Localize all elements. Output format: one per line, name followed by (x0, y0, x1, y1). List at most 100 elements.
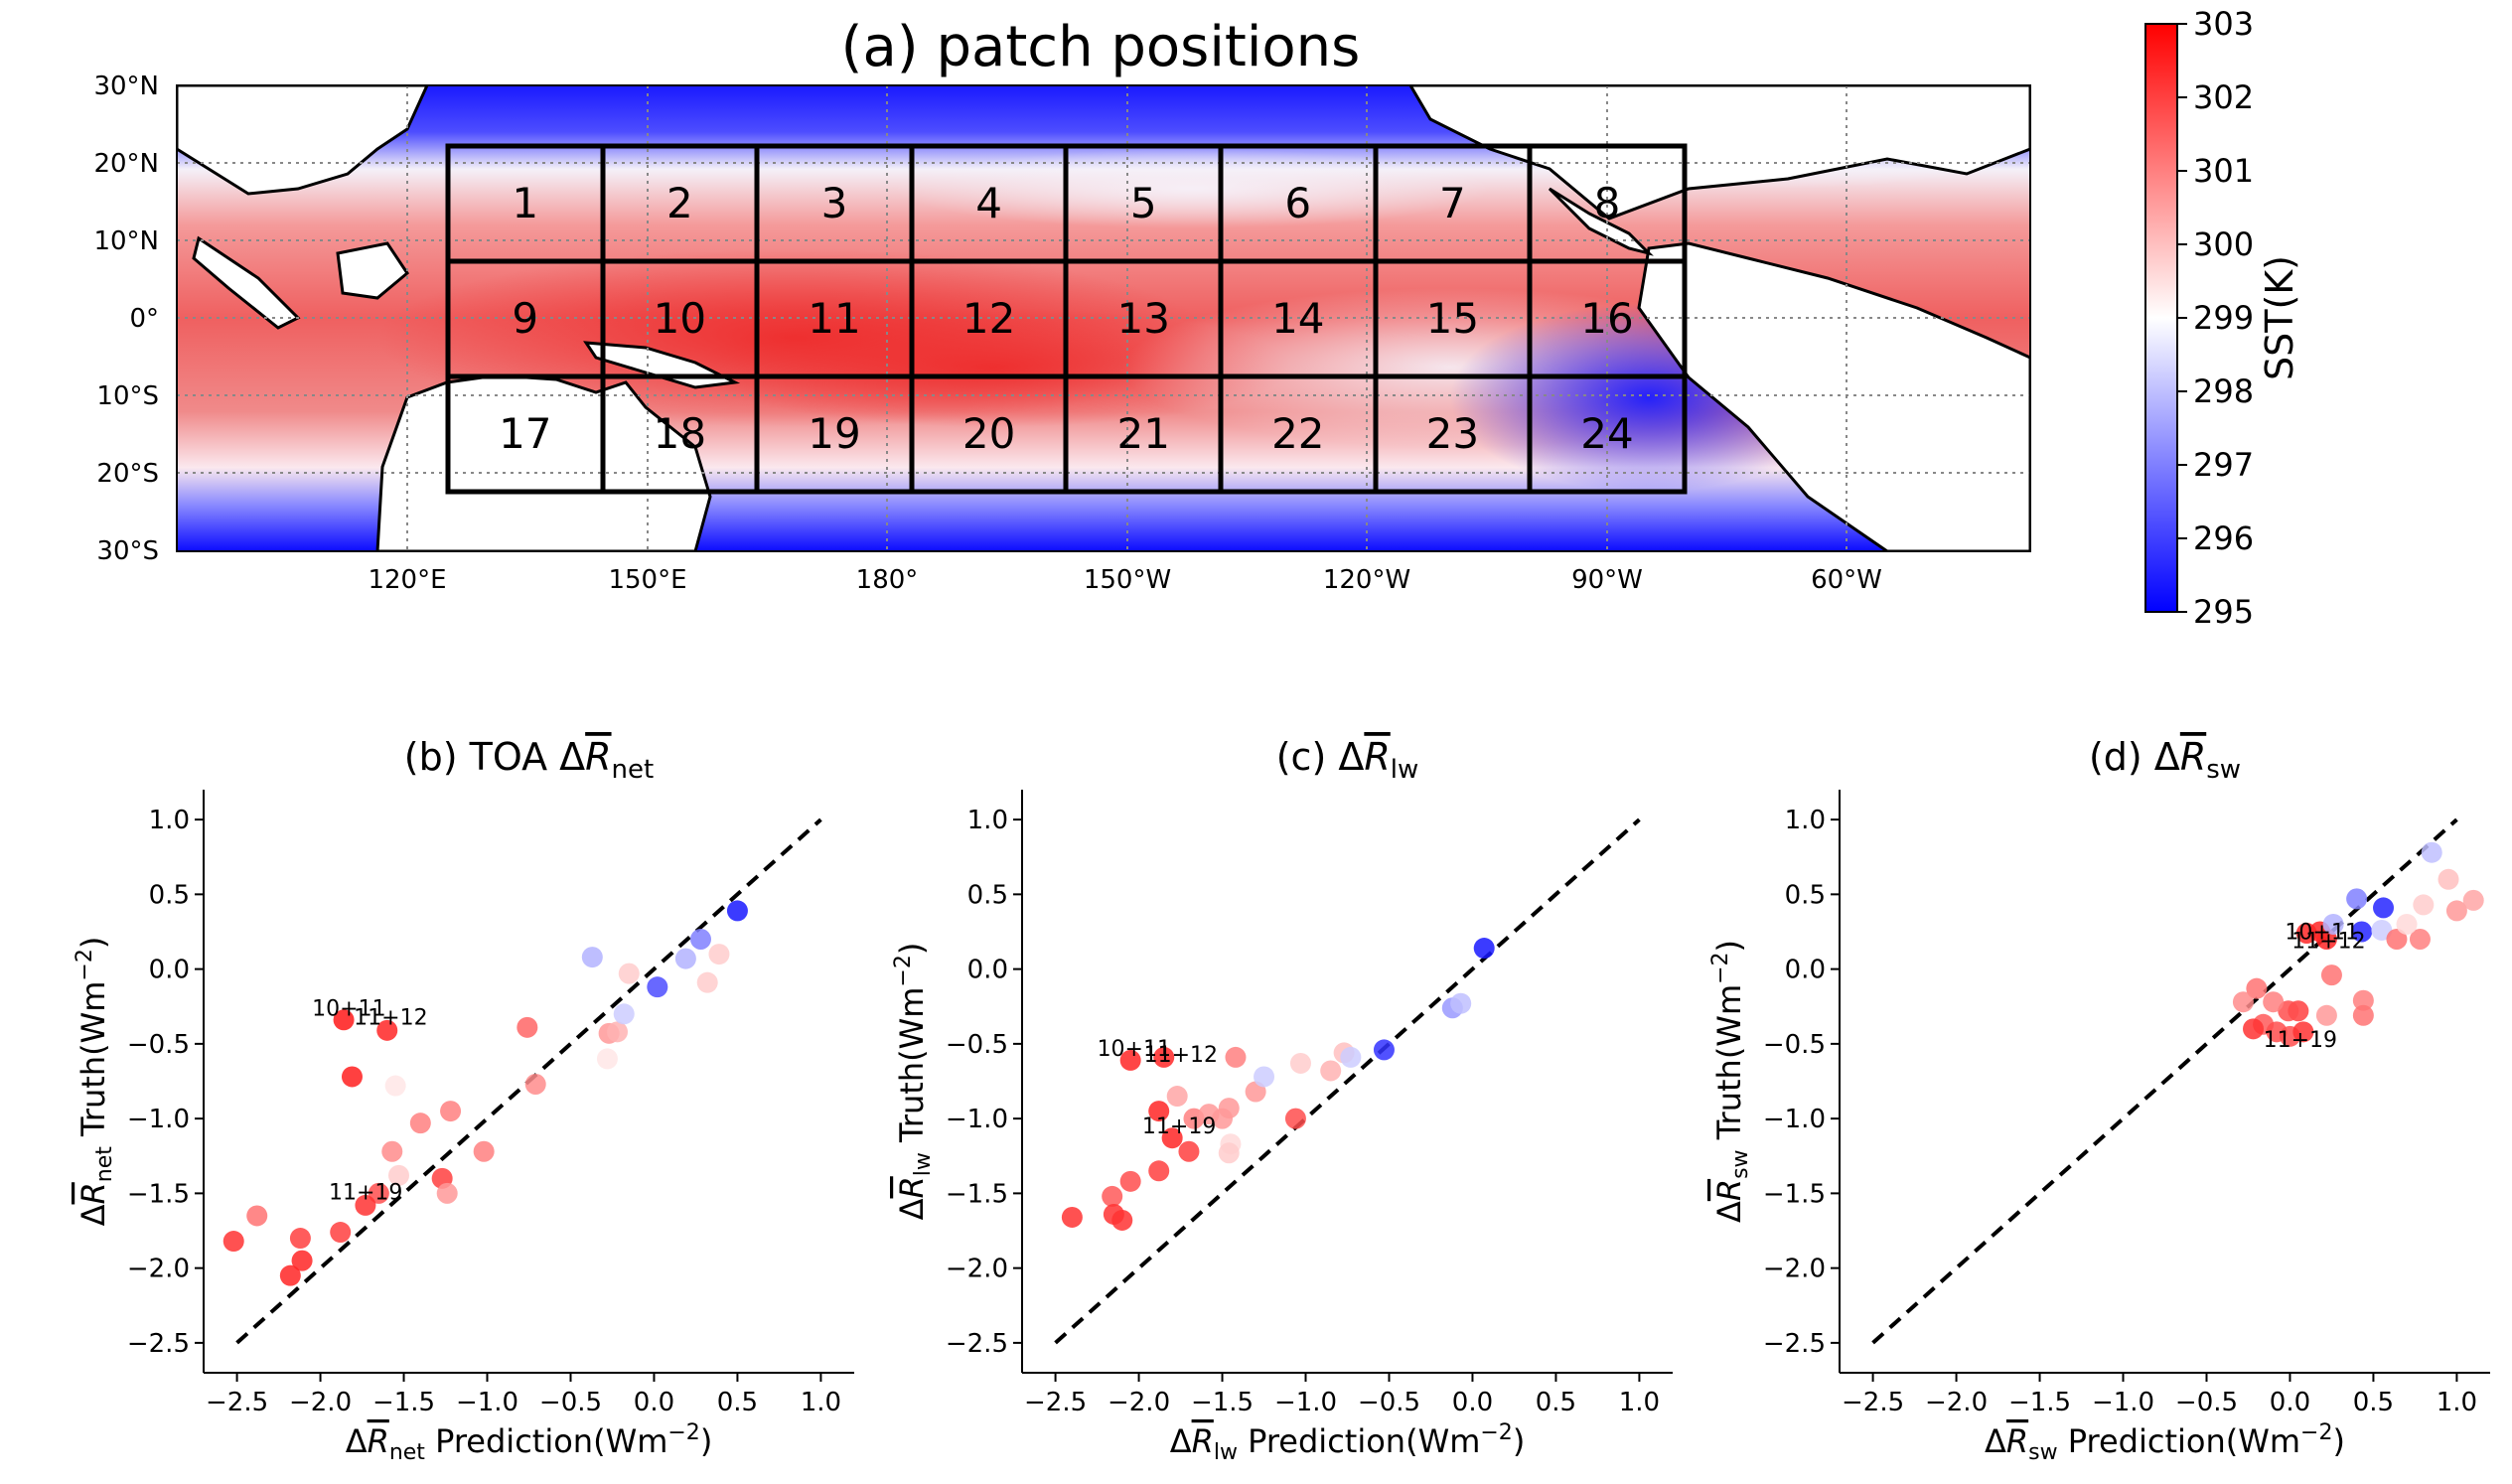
scatter-point (2263, 991, 2285, 1013)
colorbar: 295 296 297 298 299 300 301 302 303 SST(K) (2144, 5, 2301, 631)
panel-title: (c) ΔRlw (1276, 735, 1419, 785)
colorbar-tick-label: 300 (2193, 225, 2254, 263)
patch-label: 6 (1284, 179, 1311, 227)
colorbar-tick-label: 296 (2193, 519, 2254, 557)
x-axis-label: ΔRsw Prediction(Wm−2) (1985, 1420, 2345, 1465)
y-tick-label: −2.0 (946, 1255, 1008, 1284)
scatter-point (1148, 1101, 1170, 1122)
y-tick-label: 1.0 (967, 806, 1008, 835)
scatter-point (2315, 1004, 2337, 1026)
y-tick-label: −1.0 (127, 1105, 190, 1134)
scatter-point (618, 963, 640, 984)
patch-label: 1 (512, 179, 538, 227)
scatter-point (708, 944, 730, 965)
y-tick-label: −0.5 (946, 1030, 1008, 1060)
x-tick-label: 1.0 (801, 1388, 841, 1417)
scatter-point (1166, 1086, 1188, 1108)
scatter-point (2322, 913, 2344, 935)
x-tick-label: −2.5 (1842, 1388, 1904, 1417)
scatter-panels: −2.5 −2.0 −1.5 −1.0 −0.5 0.0 0.5 1.0 1.0 0.5 0.0 −0… (73, 735, 2490, 1465)
scatter-point (333, 1009, 355, 1031)
lat-label: 30°S (96, 536, 159, 566)
scatter-point (2246, 977, 2268, 999)
point-annotation: 10+11 (2285, 921, 2358, 946)
scatter-point (1218, 1142, 1240, 1164)
south-america (1637, 241, 2030, 551)
land (177, 85, 2030, 551)
scatter-point (1450, 992, 1472, 1014)
scatter-point (2462, 889, 2484, 911)
scatter-point (517, 1016, 538, 1038)
scatter-point (1119, 1049, 1141, 1071)
scatter-point (381, 1140, 403, 1162)
scatter-point (2386, 929, 2408, 951)
patch-label: 13 (1116, 294, 1169, 343)
panel-title: (b) TOA ΔRnet (404, 735, 654, 785)
y-tick-label: −1.0 (1763, 1105, 1826, 1134)
lat-label: 20°N (93, 149, 159, 179)
x-tick-label: 1.0 (2437, 1388, 2477, 1417)
patch-label: 9 (512, 294, 538, 343)
x-tick-label: −2.5 (206, 1388, 268, 1417)
lon-label: 60°W (1811, 565, 1882, 595)
scatter-point (581, 947, 603, 968)
scatter-point (2438, 868, 2459, 890)
patch-label: 20 (962, 409, 1015, 458)
patch-label: 3 (821, 179, 848, 227)
scatter-point (596, 1048, 618, 1070)
scatter-point (1473, 938, 1495, 960)
point-annotation: 10+11 (1098, 1037, 1171, 1062)
scatter-point (1148, 1160, 1170, 1182)
lon-label: 180° (856, 565, 919, 595)
scatter-point (355, 1194, 376, 1216)
scatter-point (376, 1019, 398, 1041)
scatter-point (1178, 1140, 1200, 1162)
x-tick-label: −0.5 (539, 1388, 602, 1417)
x-tick-label: −0.5 (2175, 1388, 2238, 1417)
point-annotation: 10+11 (312, 996, 385, 1021)
lon-label: 120°E (368, 565, 446, 595)
scatter-point (2351, 921, 2373, 943)
scatter-point (2421, 841, 2442, 863)
scatter-point (1218, 1098, 1240, 1119)
colorbar-ticks: 295 296 297 298 299 300 301 302 303 (2177, 5, 2254, 631)
x-tick-label: 0.5 (717, 1388, 758, 1417)
scatter-point (436, 1182, 458, 1204)
scatter-point (1373, 1039, 1395, 1061)
scatter-point (2409, 929, 2431, 951)
y-tick-label: 1.0 (1785, 806, 1826, 835)
y-tick-label: 0.5 (967, 880, 1008, 910)
lon-label: 120°W (1323, 565, 1410, 595)
patch-label: 19 (808, 409, 860, 458)
patch-label: 24 (1580, 409, 1633, 458)
patch-label: 10 (654, 294, 706, 343)
colorbar-tick-label: 302 (2193, 78, 2254, 116)
scatter-point (2320, 965, 2342, 986)
scatter-point (647, 976, 668, 998)
central-america (1548, 187, 1654, 256)
y-tick-label: 0.5 (149, 880, 190, 910)
y-tick-label: −2.0 (127, 1255, 190, 1284)
y-tick-label: −2.5 (946, 1329, 1008, 1359)
patch-label: 15 (1426, 294, 1479, 343)
latitude-labels: 30°N 20°N 10°N 0° 10°S 20°S 30°S (93, 72, 159, 566)
map-frame (176, 84, 2031, 552)
scatter-point (2346, 888, 2368, 910)
scatter-point (409, 1113, 431, 1134)
x-tick-label: −0.5 (1358, 1388, 1420, 1417)
patch-label: 11 (808, 294, 860, 343)
scatter-point (384, 1075, 406, 1097)
one-to-one-line (1054, 817, 1641, 1345)
y-axis-label: ΔRnet Truth(Wm−2) (73, 937, 117, 1227)
scatter-point (607, 1021, 629, 1043)
point-annotation: 11+19 (1142, 1114, 1216, 1139)
one-to-one-line (1871, 817, 2458, 1345)
asia-coast (177, 85, 429, 196)
scatter-point (2413, 894, 2435, 916)
scatter-point (524, 1074, 546, 1096)
scatter-point (246, 1205, 268, 1227)
patch-grid (445, 143, 1688, 495)
scatter-point (1161, 1127, 1183, 1149)
y-tick-label: −2.5 (1763, 1329, 1826, 1359)
